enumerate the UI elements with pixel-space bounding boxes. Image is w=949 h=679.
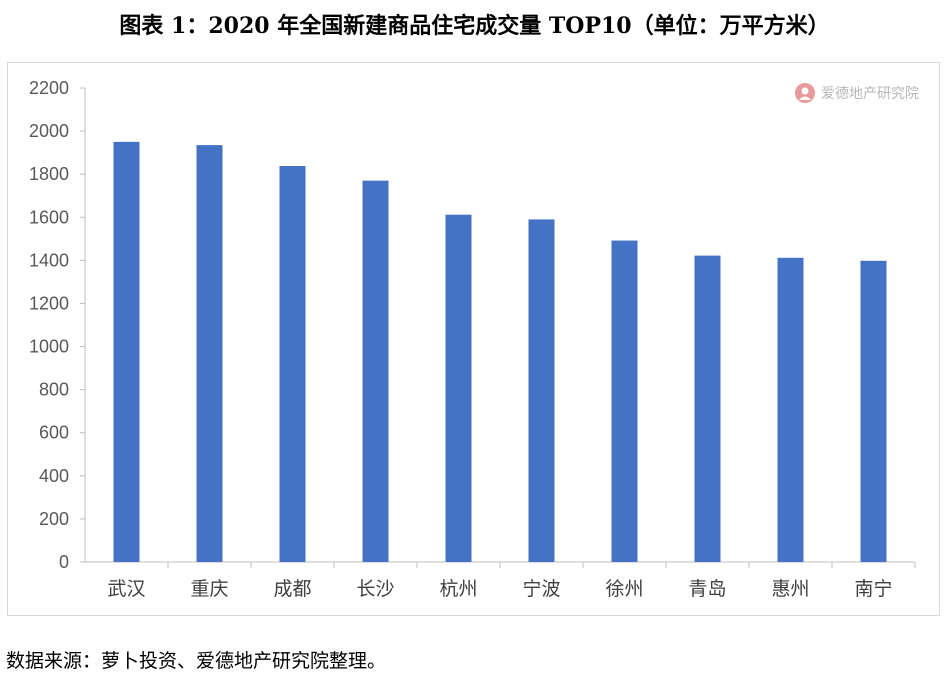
- bar-9: [777, 257, 804, 562]
- y-tick-label: 600: [39, 423, 69, 443]
- source-note: 数据来源：萝卜投资、爱德地产研究院整理。: [6, 650, 387, 672]
- y-tick-label: 2000: [29, 121, 69, 141]
- x-tick-label: 青岛: [688, 578, 726, 600]
- x-tick-label: 重庆: [190, 578, 228, 600]
- y-tick-label: 200: [39, 509, 69, 529]
- x-tick-label: 武汉: [107, 578, 145, 600]
- bar-10: [860, 260, 887, 562]
- bar-1: [113, 141, 140, 562]
- watermark: 爱德地产研究院: [795, 83, 919, 103]
- y-tick-label: 1800: [29, 164, 69, 184]
- watermark-text: 爱德地产研究院: [821, 86, 919, 102]
- y-tick-label: 1400: [29, 250, 69, 270]
- bar-2: [196, 145, 223, 562]
- y-tick-label: 400: [39, 466, 69, 486]
- x-tick-label: 南宁: [854, 578, 892, 600]
- bar-3: [279, 165, 306, 562]
- y-tick-label: 800: [39, 380, 69, 400]
- x-tick-label: 杭州: [439, 578, 477, 600]
- y-tick-label: 0: [59, 552, 69, 572]
- x-tick-label: 徐州: [605, 578, 643, 600]
- x-tick-label: 宁波: [522, 578, 560, 600]
- y-tick-label: 2200: [29, 78, 69, 98]
- x-tick-label: 长沙: [356, 578, 394, 600]
- y-tick-label: 1000: [29, 337, 69, 357]
- bar-4: [362, 180, 389, 563]
- x-tick-label: 惠州: [771, 578, 809, 600]
- aide-logo-icon: [795, 83, 815, 103]
- y-tick-label: 1200: [29, 293, 69, 313]
- y-tick-label: 1600: [29, 207, 69, 227]
- x-tick-label: 成都: [273, 578, 311, 600]
- bar-8: [694, 255, 721, 562]
- chart-title: 图表 1：2020 年全国新建商品住宅成交量 TOP10（单位：万平方米）: [119, 13, 830, 39]
- bar-7: [611, 240, 638, 563]
- bar-6: [528, 219, 555, 562]
- bar-5: [445, 214, 472, 563]
